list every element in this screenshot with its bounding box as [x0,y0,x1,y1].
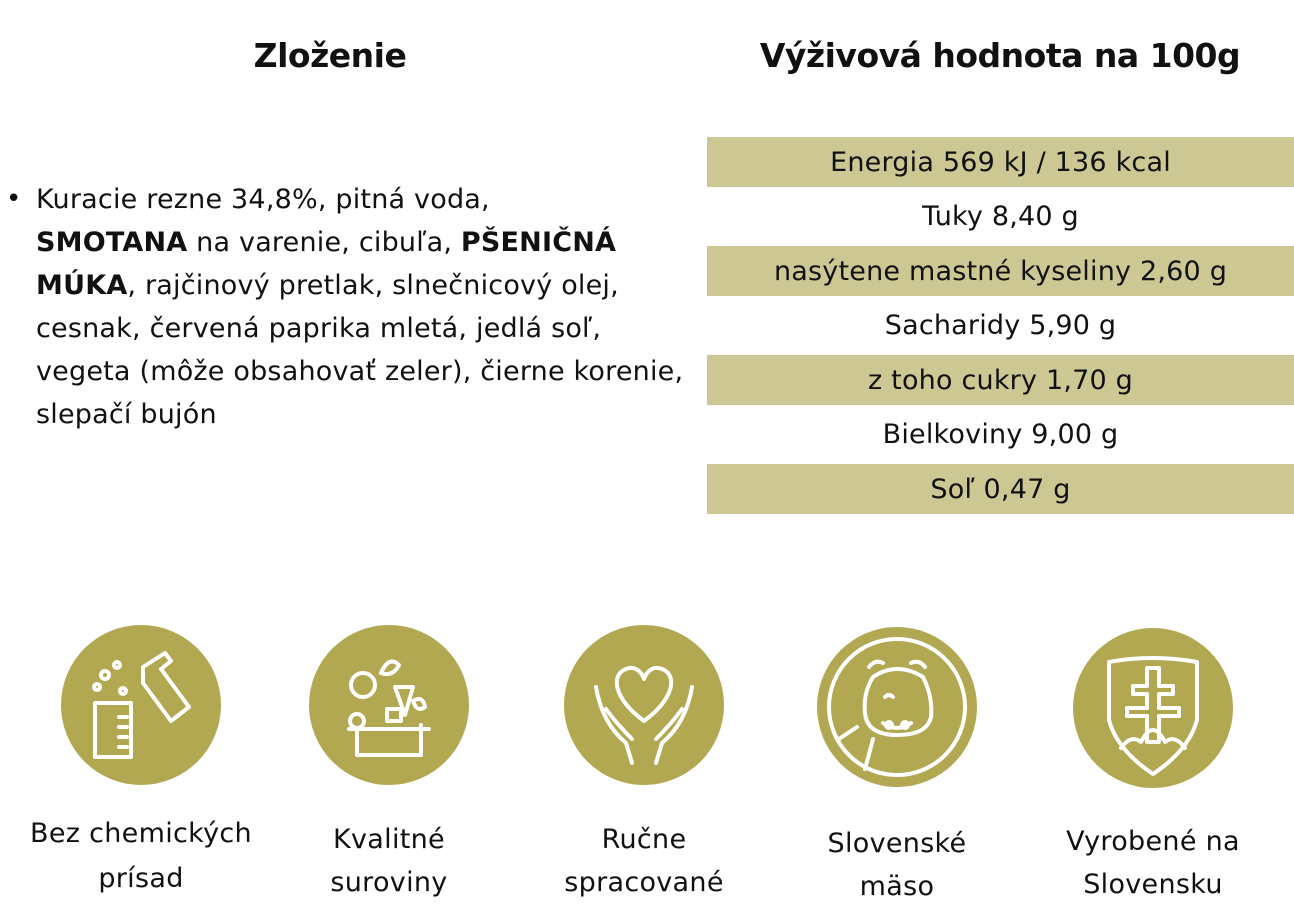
nutrition-row-energy: Energia 569 kJ / 136 kcal [707,137,1294,187]
badge-label-line2: spracované [564,867,724,898]
badge-label-line2: Slovensku [1083,869,1223,900]
ingredients-text-3: , rajčinový pretlak, slnečnicový olej, c… [36,270,684,430]
badge-label-line1: Kvalitné [333,824,445,855]
nutrition-row-fat: Tuky 8,40 g [922,201,1079,232]
slovak-shield-icon [1073,628,1233,788]
badge-label-line2: suroviny [330,867,448,898]
badge-no-chemicals: Bez chemických prísad [11,625,271,894]
allergen-cream: SMOTANA [36,227,188,258]
nutrition-title: Výživová hodnota na 100g [759,36,1241,75]
nutrition-row-salt: Soľ 0,47 g [707,464,1294,514]
composition-title: Zloženie [253,36,407,75]
badge-label-line1: Slovenské [827,828,967,859]
badge-made-in-slovakia: Vyrobené na Slovensku [1023,628,1283,900]
badge-label-line2: mäso [859,871,935,902]
badge-label-line1: Ručne [601,824,687,855]
ingredients-text-2: na varenie, cibuľa, [187,227,461,258]
badge-label-line1: Vyrobené na [1066,826,1240,857]
allergen-wheat-flour: PŠENIČNÁ MÚKA [36,227,617,301]
heart-hands-icon [564,625,724,785]
nutrition-row-protein: Bielkoviny 9,00 g [882,419,1119,450]
badge-slovak-meat: Slovenské mäso [767,627,1027,902]
nutrition-row-saturated-fat: nasýtene mastné kyseliny 2,60 g [707,246,1294,296]
bullet-icon: • [6,184,22,214]
nutrition-table: Energia 569 kJ / 136 kcal Tuky 8,40 g na… [707,137,1294,519]
badge-label-line2: prísad [98,863,184,894]
vegetables-crate-icon [309,625,469,785]
cow-icon [817,627,977,787]
badge-handmade: Ručne spracované [514,625,774,898]
lab-flask-icon [61,625,221,785]
ingredients-text-1: Kuracie rezne 34,8%, pitná voda, [36,184,490,215]
nutrition-row-sugars: z toho cukry 1,70 g [707,355,1294,405]
badge-quality-ingredients: Kvalitné suroviny [259,625,519,898]
badge-label-line1: Bez chemických [30,818,252,849]
ingredients-list: • Kuracie rezne 34,8%, pitná voda, SMOTA… [6,178,696,436]
nutrition-row-carbohydrates: Sacharidy 5,90 g [884,310,1117,341]
